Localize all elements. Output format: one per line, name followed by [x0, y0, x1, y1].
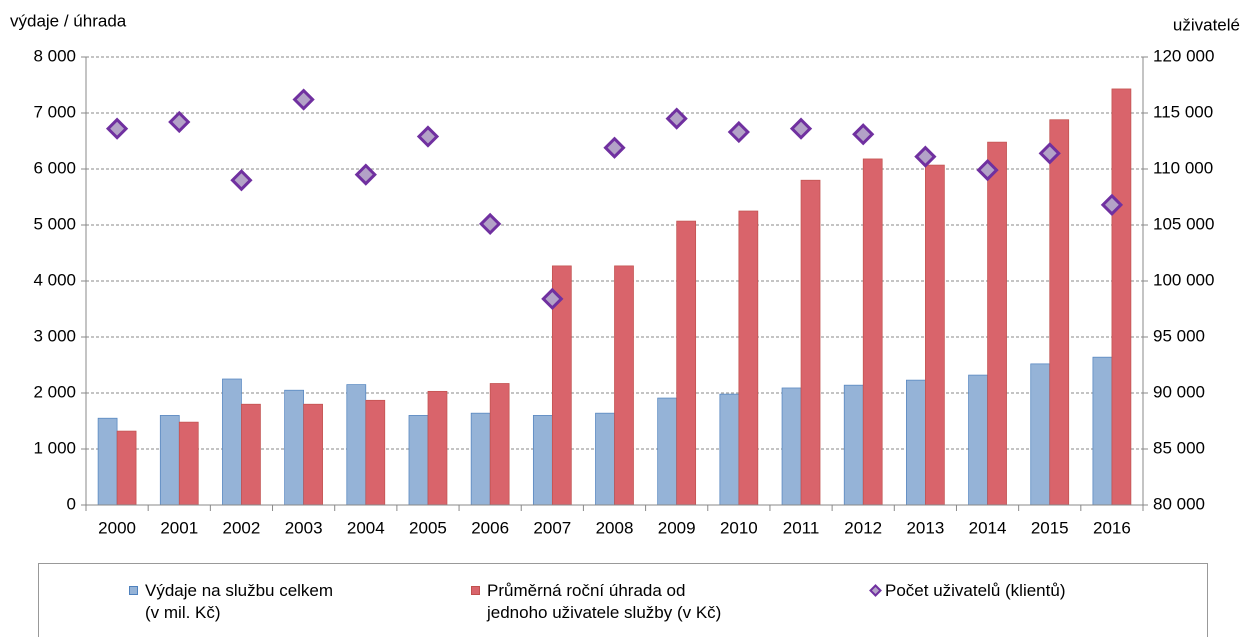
x-tick-label: 2002 — [223, 518, 261, 537]
x-tick-label: 2003 — [285, 518, 323, 537]
bar — [470, 412, 491, 506]
bar — [1049, 119, 1070, 506]
marker — [292, 88, 315, 111]
y-tick-label: 0 — [67, 494, 76, 513]
bar — [781, 387, 802, 506]
x-tick-label: 2005 — [409, 518, 447, 537]
y2-tick-label: 100 000 — [1153, 270, 1214, 289]
x-tick-label: 2008 — [596, 518, 634, 537]
y2-tick-label: 110 000 — [1153, 158, 1213, 177]
bar — [968, 374, 988, 506]
marker — [541, 287, 564, 311]
y-tick-label: 4 000 — [33, 270, 76, 289]
x-tick-label: 2000 — [98, 518, 136, 537]
marker — [168, 110, 191, 134]
bar — [532, 415, 553, 506]
y-tick-label: 6 000 — [33, 158, 76, 177]
bar — [595, 412, 615, 506]
marker — [1038, 142, 1061, 165]
y-tick-label: 8 000 — [33, 46, 76, 65]
x-tick-label: 2009 — [658, 518, 696, 537]
y-tick-label: 3 000 — [33, 326, 76, 345]
marker — [105, 117, 129, 140]
marker — [976, 158, 999, 182]
bar — [303, 403, 323, 506]
chart: výdaje / úhrada uživatelé 0 1 000 2 000 3 0… — [10, 11, 1240, 537]
bar — [346, 384, 367, 506]
bar — [1111, 88, 1132, 506]
x-tick-label: 2012 — [844, 518, 882, 537]
bar — [222, 378, 242, 506]
bar — [906, 379, 926, 506]
legend-swatch — [471, 586, 480, 595]
bar — [987, 141, 1007, 506]
bar — [614, 265, 634, 506]
x-tick-label: 2006 — [471, 518, 509, 537]
legend-swatch — [869, 584, 882, 597]
x-tick-label: 2001 — [160, 518, 198, 537]
bar — [159, 415, 180, 506]
legend-item: Výdaje na službu celkem (v mil. Kč) — [129, 580, 333, 624]
legend-label: Výdaje na službu celkem (v mil. Kč) — [145, 581, 334, 622]
marker — [852, 123, 875, 146]
legend-item: Průměrná roční úhrada od jednoho uživate… — [471, 580, 721, 624]
y2-tick-label: 80 000 — [1153, 494, 1205, 513]
bar — [1030, 363, 1051, 506]
y2-tick-label: 105 000 — [1153, 214, 1214, 233]
marker — [479, 212, 502, 236]
marker — [727, 120, 750, 144]
y2-tick-label: 85 000 — [1153, 438, 1205, 457]
bar — [427, 390, 448, 506]
y-tick-label: 2 000 — [33, 382, 76, 401]
legend-label: Počet uživatelů (klientů) — [885, 581, 1066, 600]
bar — [97, 417, 118, 506]
marker — [1100, 193, 1124, 216]
marker — [416, 125, 440, 148]
bar — [178, 421, 199, 506]
x-tick-label: 2016 — [1093, 518, 1131, 537]
y2-tick-label: 120 000 — [1153, 46, 1214, 65]
bar — [862, 158, 883, 506]
bar — [738, 210, 759, 506]
marker — [665, 107, 688, 130]
bar — [657, 397, 678, 506]
x-tick-label: 2013 — [906, 518, 944, 537]
bar — [719, 393, 740, 506]
marker — [603, 136, 626, 159]
marker — [789, 117, 813, 140]
y2-tick-label: 95 000 — [1153, 326, 1205, 345]
y2-tick-label: 115 000 — [1153, 102, 1213, 121]
y2-tick-label: 90 000 — [1153, 382, 1205, 401]
x-tick-label: 2011 — [783, 518, 820, 537]
legend: Výdaje na službu celkem (v mil. Kč) Průmě… — [38, 563, 1208, 637]
legend-item: Počet uživatelů (klientů) — [869, 580, 1065, 602]
marker — [914, 145, 937, 168]
legend-label: Průměrná roční úhrada od jednoho uživate… — [487, 581, 722, 622]
x-tick-label: 2014 — [969, 518, 1007, 537]
bar — [489, 383, 510, 506]
bar — [408, 415, 429, 506]
marker — [354, 163, 377, 186]
bar — [1092, 356, 1113, 506]
bar — [365, 399, 386, 506]
bar — [800, 179, 821, 506]
marker — [230, 169, 253, 192]
bar — [843, 384, 864, 506]
bar — [284, 389, 304, 506]
y-tick-label: 7 000 — [33, 102, 76, 121]
x-tick-label: 2015 — [1031, 518, 1069, 537]
legend-swatch — [129, 586, 138, 595]
bar — [241, 403, 261, 506]
bar — [116, 430, 137, 506]
x-tick-label: 2004 — [347, 518, 385, 537]
bar — [676, 220, 697, 506]
y-axis-title: výdaje / úhrada — [10, 11, 127, 30]
x-tick-label: 2010 — [720, 518, 758, 537]
y2-axis-title: uživatelé — [1173, 15, 1240, 34]
x-tick-label: 2007 — [533, 518, 571, 537]
y-tick-label: 1 000 — [33, 438, 76, 457]
bar — [925, 164, 945, 506]
y-tick-label: 5 000 — [33, 214, 76, 233]
